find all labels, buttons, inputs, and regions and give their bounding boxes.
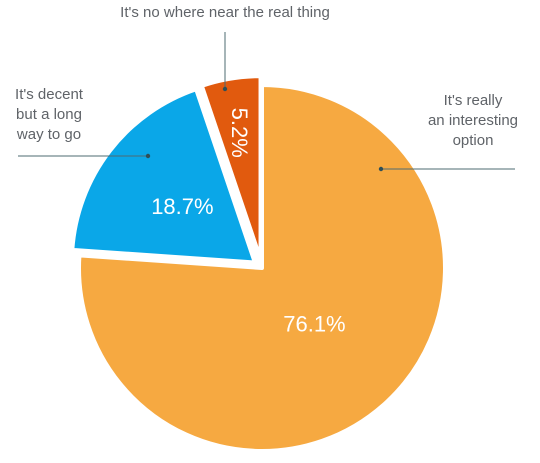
percentage-labels: 76.1% 18.7% 5.2% [151,108,345,337]
pie-slice-3 [199,74,263,262]
leader-dot-2 [145,153,151,159]
slice-category-label-3: It's no where near the real thing [120,4,330,21]
leader-dot-1 [378,166,384,172]
label-line: It's no where near the real thing [120,4,330,21]
label-line: an interesting [428,112,518,129]
leader-dot-3 [222,86,228,92]
pie-slice-2 [70,87,257,265]
label-line: It's really [444,92,503,109]
label-line: way to go [16,126,81,143]
label-line: It's decent [15,86,84,103]
pie-slices [70,74,447,453]
slice-category-label-2: It's decent but a long way to go [15,86,84,143]
slice-value-label-2: 18.7% [151,194,213,219]
callout-labels: It's really an interesting option It's dece… [15,4,518,172]
label-line: option [453,132,494,149]
pie-slice-1 [77,83,447,453]
slice-value-label-3: 5.2% [227,108,252,158]
label-line: but a long [16,106,82,123]
slice-category-label-1: It's really an interesting option [428,92,518,149]
slice-value-label-1: 76.1% [283,312,345,337]
